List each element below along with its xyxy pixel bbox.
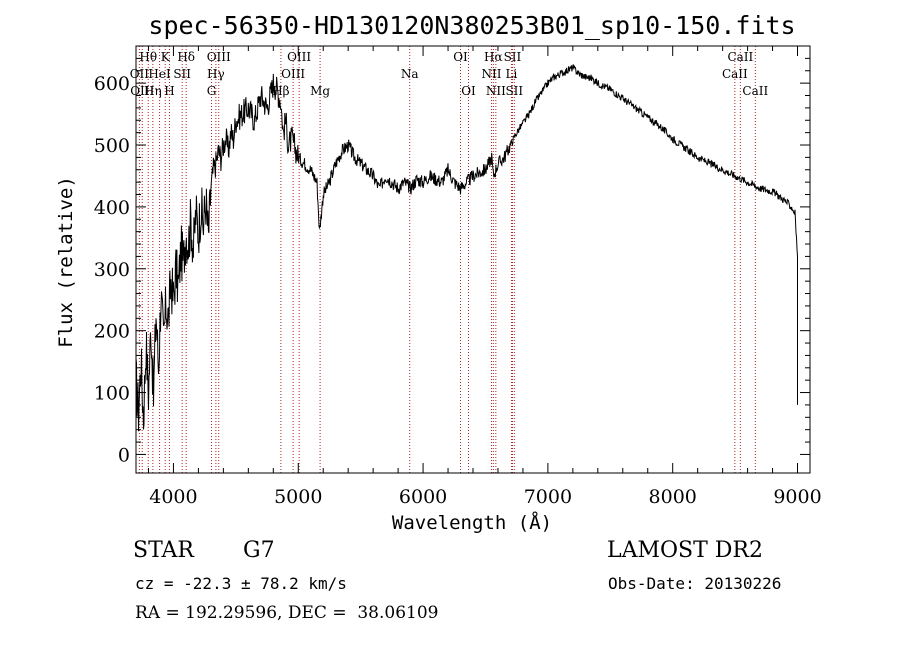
spectral-line-markers (138, 46, 756, 473)
spectral-line-label: H (164, 84, 174, 98)
spectral-line-label: OIII (207, 50, 231, 64)
spectral-line-label: SII (504, 50, 522, 64)
spectral-line-label: G (207, 84, 217, 98)
spectral-line-label: Hθ (139, 50, 157, 64)
chart-title: spec-56350-HD130120N380253B01_sp10-150.f… (148, 11, 795, 40)
spectral-line-label: Hδ (177, 50, 195, 64)
y-tick-label: 500 (94, 135, 130, 157)
spectral-line-label: K (161, 50, 171, 64)
y-tick-label: 0 (118, 444, 130, 466)
y-axis-ticks: 0 100 200 300 400 500 600 (94, 57, 810, 466)
y-tick-label: 200 (94, 321, 130, 343)
spectral-line-label: OII (130, 67, 150, 81)
y-tick-label: 300 (94, 259, 130, 281)
spectral-line-label: Hα (484, 50, 503, 64)
spectral-line-label: OI (461, 84, 476, 98)
y-axis-label: Flux (relative) (55, 176, 77, 348)
spectral-line-label: SII (505, 84, 523, 98)
spectral-line-label: CaII (742, 84, 768, 98)
observation-date: Obs-Date: 20130226 (608, 574, 782, 593)
spectral-line-label: CaII (722, 67, 748, 81)
spectral-line-label: Hγ (207, 67, 225, 81)
object-class: STAR (133, 538, 194, 563)
spectral-line-label: Na (401, 67, 419, 81)
x-tick-label: 4000 (149, 486, 197, 508)
spectral-line-label: HeI (148, 67, 171, 81)
x-tick-label: 6000 (399, 486, 447, 508)
spectral-line-label: Li (506, 67, 518, 81)
x-axis-label: Wavelength (Å) (392, 511, 552, 534)
spectral-line-label: OIII (281, 67, 305, 81)
x-tick-label: 5000 (274, 486, 322, 508)
x-tick-label: 9000 (773, 486, 821, 508)
spectral-line-label: Mg (310, 84, 330, 98)
y-tick-label: 100 (94, 383, 130, 405)
spectral-line-label: CaII (727, 50, 753, 64)
spectral-line-label: NII (486, 84, 506, 98)
x-axis-ticks: 4000 5000 6000 7000 8000 9000 (147, 46, 822, 508)
y-tick-label: 600 (94, 73, 130, 95)
object-subclass: G7 (243, 538, 275, 563)
spectral-line-label: OIII (287, 50, 311, 64)
spectral-line-label: SII (173, 67, 191, 81)
spectral-line-label: Hη (144, 84, 162, 98)
x-tick-label: 7000 (524, 486, 572, 508)
spectral-line-label: OI (453, 50, 468, 64)
redshift-velocity: cz = -22.3 ± 78.2 km/s (135, 574, 347, 593)
spectrum-series (135, 64, 798, 432)
y-tick-label: 400 (94, 197, 130, 219)
coordinates: RA = 192.29596, DEC = 38.06109 (135, 603, 439, 623)
survey-name: LAMOST DR2 (607, 538, 763, 563)
spectral-line-label: NII (481, 67, 501, 81)
x-tick-label: 8000 (649, 486, 697, 508)
plot-frame (135, 45, 811, 474)
